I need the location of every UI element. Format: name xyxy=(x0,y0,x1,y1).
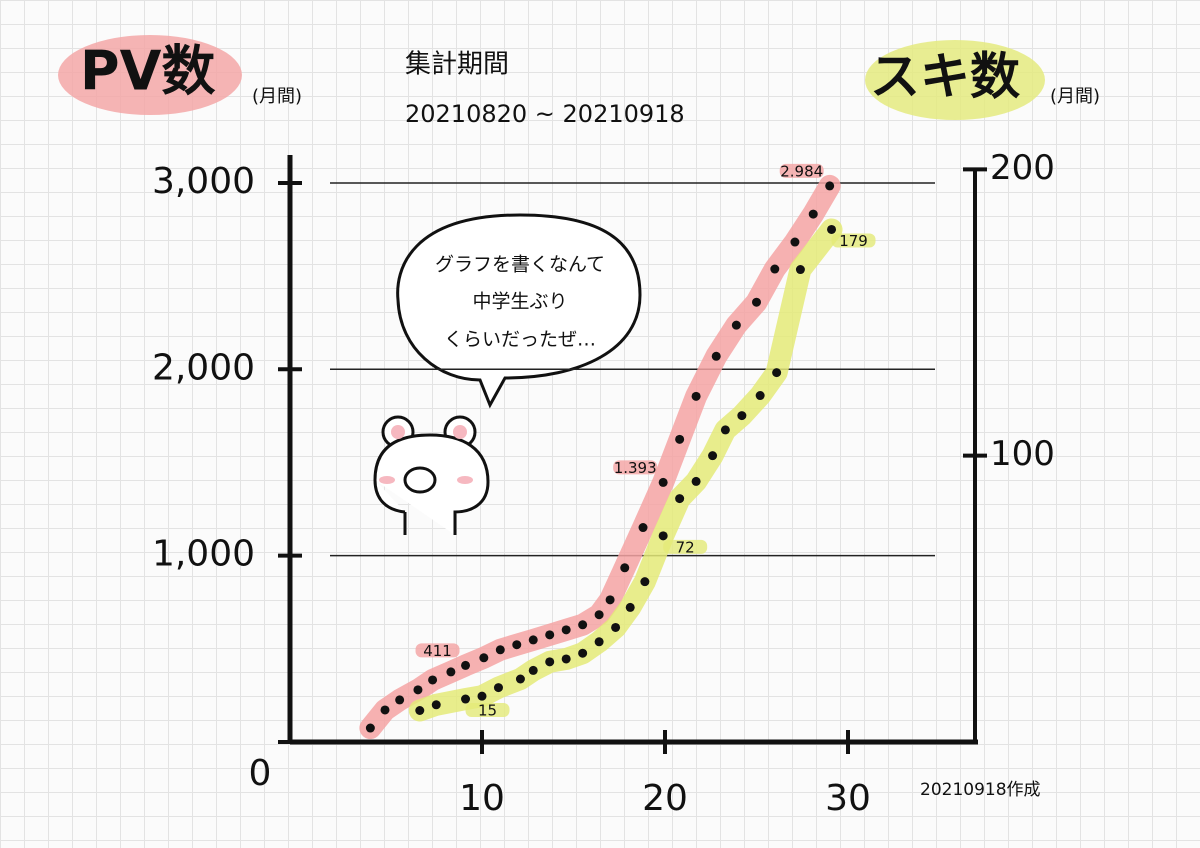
data-point xyxy=(431,700,441,710)
data-point xyxy=(578,648,588,658)
data-point xyxy=(594,610,604,620)
x-tick-label: 30 xyxy=(825,778,871,819)
data-point xyxy=(620,563,630,573)
data-point xyxy=(446,667,456,677)
data-point xyxy=(675,434,685,444)
data-point xyxy=(720,425,730,435)
bear-cheek xyxy=(457,476,473,484)
left-axis-unit: (月間) xyxy=(252,86,302,107)
label-highlight xyxy=(831,233,876,248)
title-highlight xyxy=(58,35,242,115)
label-highlight xyxy=(663,539,708,554)
data-point xyxy=(578,620,588,630)
data-point xyxy=(772,368,782,378)
data-point xyxy=(752,297,761,307)
speech-line: 中学生ぶり xyxy=(472,291,567,313)
data-point xyxy=(658,531,668,541)
data-label: 2.984 xyxy=(780,162,823,180)
data-point xyxy=(638,523,648,533)
right-axis-unit: (月間) xyxy=(1050,86,1100,107)
data-label: 179 xyxy=(839,232,868,250)
data-point xyxy=(461,694,471,704)
period-title: 集計期間 xyxy=(405,50,509,80)
x-tick-label: 10 xyxy=(459,778,505,819)
data-point xyxy=(755,391,765,401)
data-point xyxy=(770,264,780,274)
data-point xyxy=(825,181,835,191)
data-point xyxy=(675,494,685,504)
label-highlight xyxy=(465,703,510,718)
data-point xyxy=(493,683,503,693)
data-point xyxy=(365,723,375,733)
data-point xyxy=(708,451,718,461)
y2-tick-label: 100 xyxy=(990,434,1055,474)
left-axis-title: PV数 xyxy=(80,40,215,103)
data-point xyxy=(545,657,555,667)
note: 20210918作成 xyxy=(920,780,1041,800)
bear xyxy=(373,415,490,535)
y2-tick-label: 200 xyxy=(990,148,1055,188)
data-point xyxy=(528,635,538,645)
data-point xyxy=(594,637,604,647)
bear-cheek xyxy=(379,476,395,484)
title-highlight xyxy=(865,40,1045,120)
data-point xyxy=(515,674,525,684)
data-point xyxy=(495,645,505,655)
data-point xyxy=(477,691,487,701)
data-point xyxy=(827,224,837,234)
data-point xyxy=(737,411,747,421)
series-highlight xyxy=(359,174,841,740)
label-highlight xyxy=(415,643,460,658)
label-highlight xyxy=(779,163,824,178)
data-point xyxy=(428,675,438,685)
data-point xyxy=(528,665,538,675)
speech-bubble xyxy=(396,213,642,409)
speech-line: くらいだったぜ… xyxy=(444,329,596,351)
data-point xyxy=(413,685,423,695)
y-tick-label: 2,000 xyxy=(152,347,255,388)
data-point xyxy=(561,625,571,635)
data-point xyxy=(795,265,805,275)
data-point xyxy=(790,237,800,247)
data-label: 1.393 xyxy=(614,459,657,477)
data-point xyxy=(461,660,471,670)
data-point xyxy=(711,351,721,361)
data-point xyxy=(691,476,701,486)
label-highlight xyxy=(613,460,658,475)
x-tick-label: 20 xyxy=(642,778,688,819)
data-point xyxy=(808,209,818,219)
data-point xyxy=(512,640,522,650)
data-point xyxy=(731,320,741,330)
data-point xyxy=(658,477,668,487)
data-label: 15 xyxy=(478,702,497,720)
data-point xyxy=(545,630,555,640)
data-point xyxy=(380,705,390,715)
data-point xyxy=(395,695,405,705)
data-point xyxy=(605,595,615,605)
data-point xyxy=(611,622,621,632)
y-tick-label: 0 xyxy=(249,753,272,794)
data-point xyxy=(640,577,650,587)
data-point xyxy=(561,654,571,664)
period: 20210820 ~ 20210918 xyxy=(405,100,685,128)
y-tick-label: 1,000 xyxy=(152,534,255,575)
y-tick-label: 3,000 xyxy=(152,161,255,202)
right-axis-title: スキ数 xyxy=(870,48,1020,106)
data-label: 72 xyxy=(676,538,695,556)
data-point xyxy=(415,706,425,716)
data-point xyxy=(691,391,701,401)
data-point xyxy=(479,653,489,663)
data-point xyxy=(625,602,635,612)
speech-line: グラフを書くなんて xyxy=(435,254,605,276)
data-label: 411 xyxy=(423,642,452,660)
